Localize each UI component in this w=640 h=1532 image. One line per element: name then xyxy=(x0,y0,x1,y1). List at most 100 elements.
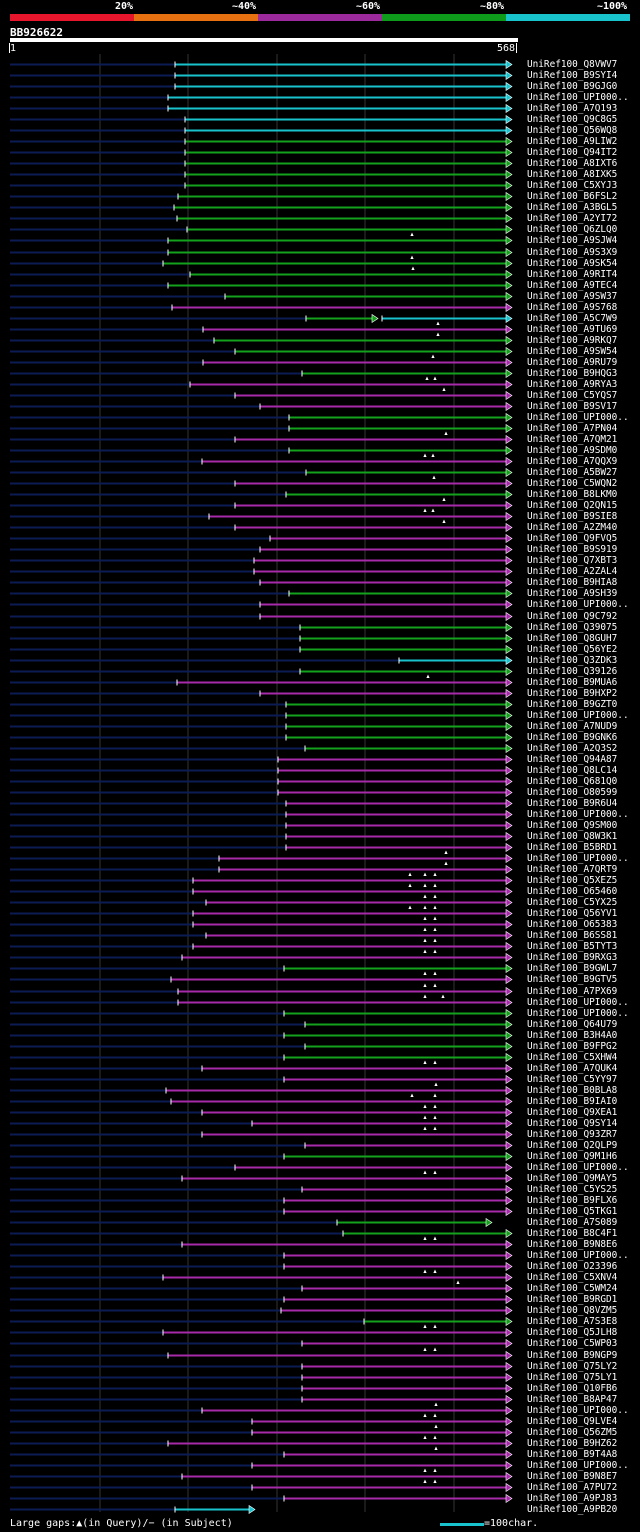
hit-label[interactable]: UniRef100_B9FLX6 xyxy=(527,1195,618,1206)
hit-label[interactable]: UniRef100_C5WP03 xyxy=(527,1338,618,1349)
hit-label[interactable]: UniRef100_A7PU72 xyxy=(527,1482,618,1493)
hit-label[interactable]: UniRef100_A2Q3S2 xyxy=(527,743,618,754)
hit-label[interactable]: UniRef100_C5WQN2 xyxy=(527,478,618,489)
hit-label[interactable]: UniRef100_Q8VWV7 xyxy=(527,59,618,70)
hit-label[interactable]: UniRef100_B0BLA8 xyxy=(527,1085,618,1096)
hit-label[interactable]: UniRef100_A9SW54 xyxy=(527,346,618,357)
hit-label[interactable]: UniRef100_A9S3X9 xyxy=(527,247,618,258)
hit-label[interactable]: UniRef100_A7QM21 xyxy=(527,434,618,445)
hit-label[interactable]: UniRef100_C5XYJ3 xyxy=(527,180,618,191)
hit-label[interactable]: UniRef100_Q2QLP9 xyxy=(527,1140,618,1151)
hit-label[interactable]: UniRef100_Q9LVE4 xyxy=(527,1416,618,1427)
hit-label[interactable]: UniRef100_A7QUK4 xyxy=(527,1063,618,1074)
hit-label[interactable]: UniRef100_Q39075 xyxy=(527,622,618,633)
hit-label[interactable]: UniRef100_Q8LC14 xyxy=(527,765,618,776)
hit-label[interactable]: UniRef100_A9RIT4 xyxy=(527,269,618,280)
hit-label[interactable]: UniRef100_C5YY97 xyxy=(527,1074,618,1085)
hit-label[interactable]: UniRef100_UPI000.. xyxy=(527,1460,629,1471)
hit-label[interactable]: UniRef100_Q8W3K1 xyxy=(527,831,618,842)
hit-label[interactable]: UniRef100_B8C4F1 xyxy=(527,1228,618,1239)
hit-label[interactable]: UniRef100_Q75LY2 xyxy=(527,1361,618,1372)
hit-label[interactable]: UniRef100_A7Q193 xyxy=(527,103,618,114)
hit-label[interactable]: UniRef100_A7QQX9 xyxy=(527,456,618,467)
hit-label[interactable]: UniRef100_C5XHW4 xyxy=(527,1052,618,1063)
hit-label[interactable]: UniRef100_B9HXP2 xyxy=(527,688,618,699)
hit-label[interactable]: UniRef100_A9PB20 xyxy=(527,1504,618,1515)
hit-label[interactable]: UniRef100_B9GJG0 xyxy=(527,81,618,92)
hit-label[interactable]: UniRef100_A7PX69 xyxy=(527,986,618,997)
hit-label[interactable]: UniRef100_Q9C792 xyxy=(527,611,618,622)
hit-label[interactable]: UniRef100_A3BGL5 xyxy=(527,202,618,213)
hit-label[interactable]: UniRef100_Q64U79 xyxy=(527,1019,618,1030)
hit-label[interactable]: UniRef100_B9RXG3 xyxy=(527,952,618,963)
hit-label[interactable]: UniRef100_C5WM24 xyxy=(527,1283,618,1294)
hit-label[interactable]: UniRef100_B9HQG3 xyxy=(527,368,618,379)
hit-label[interactable]: UniRef100_C5XNV4 xyxy=(527,1272,618,1283)
hit-label[interactable]: UniRef100_Q8GUH7 xyxy=(527,633,618,644)
hit-label[interactable]: UniRef100_UPI000.. xyxy=(527,853,629,864)
hit-label[interactable]: UniRef100_UPI000.. xyxy=(527,92,629,103)
hit-label[interactable]: UniRef100_A9SK54 xyxy=(527,258,618,269)
hit-label[interactable]: UniRef100_Q56WQ8 xyxy=(527,125,618,136)
hit-label[interactable]: UniRef100_Q93ZR7 xyxy=(527,1129,618,1140)
hit-label[interactable]: UniRef100_Q94A87 xyxy=(527,754,618,765)
hit-label[interactable]: UniRef100_A2ZAL4 xyxy=(527,566,618,577)
hit-label[interactable]: UniRef100_A9SW37 xyxy=(527,291,618,302)
hit-label[interactable]: UniRef100_UPI000.. xyxy=(527,412,629,423)
hit-label[interactable]: UniRef100_A5C7W9 xyxy=(527,313,618,324)
hit-label[interactable]: UniRef100_Q9MAY5 xyxy=(527,1173,618,1184)
hit-label[interactable]: UniRef100_Q7XBT3 xyxy=(527,555,618,566)
hit-label[interactable]: UniRef100_B9SV17 xyxy=(527,401,618,412)
hit-label[interactable]: UniRef100_B9N8E6 xyxy=(527,1239,618,1250)
hit-label[interactable]: UniRef100_A7QRT9 xyxy=(527,864,618,875)
hit-label[interactable]: UniRef100_B9GWL7 xyxy=(527,963,618,974)
hit-label[interactable]: UniRef100_Q56YE2 xyxy=(527,644,618,655)
hit-label[interactable]: UniRef100_UPI000.. xyxy=(527,1162,629,1173)
hit-label[interactable]: UniRef100_Q8VZM5 xyxy=(527,1305,618,1316)
hit-label[interactable]: UniRef100_A9RYA3 xyxy=(527,379,618,390)
hit-label[interactable]: UniRef100_O23396 xyxy=(527,1261,618,1272)
hit-label[interactable]: UniRef100_UPI000.. xyxy=(527,809,629,820)
hit-label[interactable]: UniRef100_Q39126 xyxy=(527,666,618,677)
hit-label[interactable]: UniRef100_B9MUA6 xyxy=(527,677,618,688)
hit-label[interactable]: UniRef100_UPI000.. xyxy=(527,599,629,610)
hit-label[interactable]: UniRef100_B6SS81 xyxy=(527,930,618,941)
hit-label[interactable]: UniRef100_Q681Q0 xyxy=(527,776,618,787)
hit-label[interactable]: UniRef100_B9R6U4 xyxy=(527,798,618,809)
hit-label[interactable]: UniRef100_Q5TKG1 xyxy=(527,1206,618,1217)
hit-label[interactable]: UniRef100_A8IXT6 xyxy=(527,158,618,169)
hit-label[interactable]: UniRef100_UPI000.. xyxy=(527,1250,629,1261)
hit-label[interactable]: UniRef100_Q9XEA1 xyxy=(527,1107,618,1118)
hit-label[interactable]: UniRef100_O65383 xyxy=(527,919,618,930)
hit-label[interactable]: UniRef100_B9S919 xyxy=(527,544,618,555)
hit-label[interactable]: UniRef100_Q56YV1 xyxy=(527,908,618,919)
hit-label[interactable]: UniRef100_A9RKQ7 xyxy=(527,335,618,346)
hit-label[interactable]: UniRef100_A9SH39 xyxy=(527,588,618,599)
hit-label[interactable]: UniRef100_Q3ZDK3 xyxy=(527,655,618,666)
hit-label[interactable]: UniRef100_C5YX25 xyxy=(527,897,618,908)
hit-label[interactable]: UniRef100_A5BW27 xyxy=(527,467,618,478)
hit-label[interactable]: UniRef100_Q5XEZ5 xyxy=(527,875,618,886)
hit-label[interactable]: UniRef100_B9SIE8 xyxy=(527,511,618,522)
hit-label[interactable]: UniRef100_A9S768 xyxy=(527,302,618,313)
hit-label[interactable]: UniRef100_A7S3E8 xyxy=(527,1316,618,1327)
hit-label[interactable]: UniRef100_A9TU69 xyxy=(527,324,618,335)
hit-label[interactable]: UniRef100_B9GNK6 xyxy=(527,732,618,743)
hit-label[interactable]: UniRef100_C5YQS7 xyxy=(527,390,618,401)
hit-label[interactable]: UniRef100_Q56ZM5 xyxy=(527,1427,618,1438)
hit-label[interactable]: UniRef100_B9SYI4 xyxy=(527,70,618,81)
hit-label[interactable]: UniRef100_Q5JLH8 xyxy=(527,1327,618,1338)
hit-label[interactable]: UniRef100_A9PJ83 xyxy=(527,1493,618,1504)
hit-label[interactable]: UniRef100_B9HIA8 xyxy=(527,577,618,588)
hit-label[interactable]: UniRef100_A7S089 xyxy=(527,1217,618,1228)
hit-label[interactable]: UniRef100_Q94IT2 xyxy=(527,147,618,158)
hit-label[interactable]: UniRef100_Q10FB6 xyxy=(527,1383,618,1394)
hit-label[interactable]: UniRef100_Q75LY1 xyxy=(527,1372,618,1383)
hit-label[interactable]: UniRef100_A9SDM0 xyxy=(527,445,618,456)
hit-label[interactable]: UniRef100_B9T4A8 xyxy=(527,1449,618,1460)
hit-label[interactable]: UniRef100_Q9SY14 xyxy=(527,1118,618,1129)
hit-label[interactable]: UniRef100_A9SJW4 xyxy=(527,235,618,246)
hit-label[interactable]: UniRef100_B9GZT0 xyxy=(527,699,618,710)
hit-label[interactable]: UniRef100_Q9FVQ5 xyxy=(527,533,618,544)
hit-label[interactable]: UniRef100_B8AP47 xyxy=(527,1394,618,1405)
